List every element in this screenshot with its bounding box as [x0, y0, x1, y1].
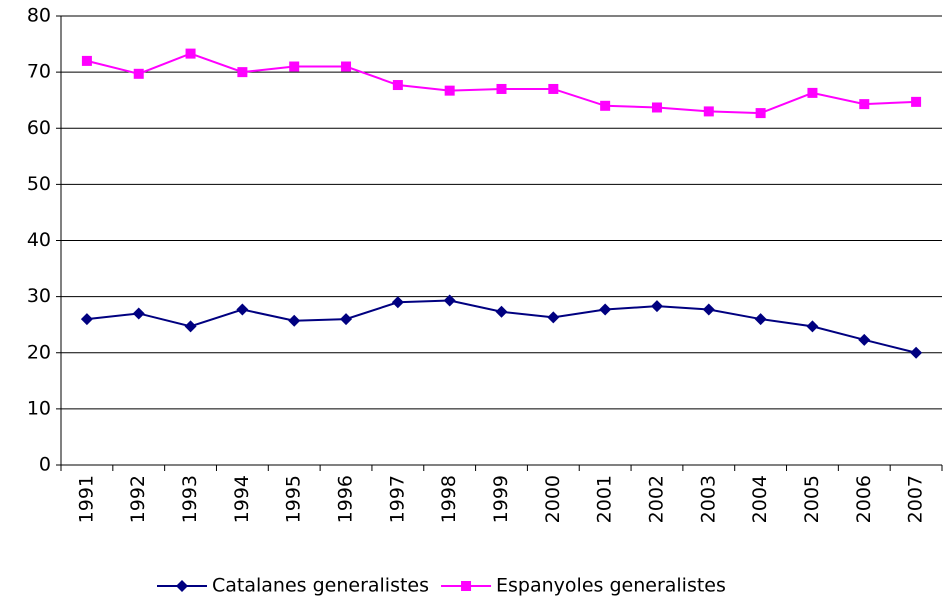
marker: [910, 346, 923, 359]
x-tick-label: 2006: [853, 475, 875, 523]
marker: [391, 296, 404, 309]
x-tick-label: 1998: [438, 475, 460, 523]
x-tick-label: 2000: [542, 475, 564, 523]
marker: [703, 106, 714, 117]
marker: [548, 83, 559, 94]
y-tick-label: 20: [27, 341, 51, 363]
marker: [288, 314, 301, 327]
legend-label: Espanyoles generalistes: [496, 575, 726, 597]
marker: [495, 305, 508, 318]
x-tick-label: 2004: [749, 475, 771, 523]
marker: [443, 294, 456, 307]
x-tick-label: 1996: [335, 475, 357, 523]
marker: [80, 313, 93, 326]
y-tick-label: 50: [27, 173, 51, 195]
x-tick-label: 2007: [905, 475, 927, 523]
marker: [340, 313, 353, 326]
marker: [911, 96, 922, 107]
y-tick-label: 30: [27, 285, 51, 307]
marker: [289, 61, 300, 72]
marker: [176, 580, 188, 592]
marker: [599, 303, 612, 316]
marker: [547, 311, 560, 324]
x-tick-label: 1997: [386, 475, 408, 523]
marker: [341, 61, 352, 72]
x-tick-label: 2002: [645, 475, 667, 523]
marker: [859, 99, 870, 110]
marker: [133, 68, 144, 79]
marker: [236, 303, 249, 316]
marker: [461, 581, 472, 591]
x-tick-label: 2003: [697, 475, 719, 523]
x-tick-label: 1993: [179, 475, 201, 523]
marker: [392, 80, 403, 91]
marker: [81, 55, 92, 66]
marker: [754, 313, 767, 326]
legend-label: Catalanes generalistes: [212, 575, 429, 597]
marker: [496, 83, 507, 94]
marker: [600, 100, 611, 111]
marker: [651, 102, 662, 113]
marker: [858, 333, 871, 346]
y-tick-label: 70: [27, 61, 51, 83]
marker: [807, 87, 818, 98]
x-tick-label: 1999: [490, 475, 512, 523]
marker: [185, 48, 196, 59]
marker: [184, 320, 197, 333]
y-tick-label: 10: [27, 397, 51, 419]
y-tick-label: 60: [27, 117, 51, 139]
marker: [132, 307, 145, 320]
x-tick-label: 1992: [127, 475, 149, 523]
x-tick-label: 1991: [75, 475, 97, 523]
marker: [755, 108, 766, 119]
x-tick-label: 2005: [801, 475, 823, 523]
x-tick-label: 1994: [231, 475, 253, 523]
y-tick-label: 0: [39, 454, 51, 476]
x-tick-label: 1995: [283, 475, 305, 523]
marker: [806, 320, 819, 333]
marker: [650, 300, 663, 313]
marker: [237, 67, 248, 78]
marker: [444, 85, 455, 96]
y-tick-label: 80: [27, 5, 51, 27]
marker: [702, 303, 715, 316]
x-tick-label: 2001: [594, 475, 616, 523]
series-line: [86, 52, 917, 115]
y-tick-label: 40: [27, 229, 51, 251]
